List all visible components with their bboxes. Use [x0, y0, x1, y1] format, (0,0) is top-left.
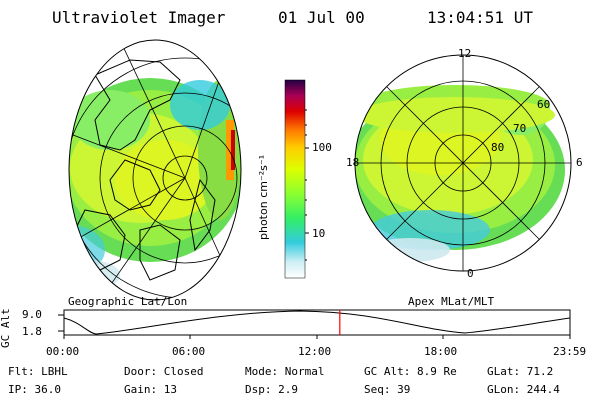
date-label: 01 Jul 00 [278, 8, 365, 27]
right-panel-caption: Apex MLat/MLT [408, 295, 495, 308]
filter-value: Flt: LBHL [8, 365, 68, 378]
mode-value: Mode: Normal [245, 365, 325, 378]
dsp-value: Dsp: 2.9 [245, 383, 298, 396]
altitude-plot-frame [63, 309, 571, 336]
altitude-ytick-high: 9.0 [22, 308, 42, 321]
mlt-label-0: 0 [467, 267, 474, 280]
door-value: Door: Closed [124, 365, 204, 378]
mlt-label-6: 6 [576, 156, 583, 169]
gc-alt-value: GC Alt: 8.9 Re [364, 365, 457, 378]
gain-value: Gain: 13 [124, 383, 177, 396]
mlt-label-12: 12 [458, 47, 472, 60]
time-label: 13:04:51 UT [427, 8, 533, 27]
colorbar-label-100: 100 [312, 141, 332, 154]
left-globe-limb [68, 39, 242, 301]
altitude-curve [63, 310, 571, 335]
seq-value: Seq: 39 [364, 383, 411, 396]
left-panel-caption: Geographic Lat/Lon [68, 295, 188, 308]
altitude-xtick-2359: 23:59 [553, 345, 587, 358]
ip-value: IP: 36.0 [8, 383, 61, 396]
altitude-xtick-0600: 06:00 [172, 345, 206, 358]
glon-value: GLon: 244.4 [487, 383, 560, 396]
colorbar [284, 79, 306, 279]
glat-value: GLat: 71.2 [487, 365, 554, 378]
mlat-label-80: 80 [491, 141, 505, 154]
mlt-label-18: 18 [346, 156, 360, 169]
mlat-label-70: 70 [513, 122, 527, 135]
instrument-title: Ultraviolet Imager [52, 8, 226, 27]
altitude-xtick-0000: 00:00 [46, 345, 80, 358]
polar-diagonal-2 [386, 86, 540, 240]
colorbar-label-10: 10 [312, 227, 326, 240]
colorbar-unit-label: photon cm⁻²s⁻¹ [257, 154, 270, 240]
altitude-ytick-low: 1.8 [22, 325, 42, 338]
mlat-label-60: 60 [537, 98, 551, 111]
altitude-axis-label: GC Alt [0, 308, 12, 348]
altitude-xtick-1800: 18:00 [424, 345, 458, 358]
altitude-xtick-1200: 12:00 [298, 345, 332, 358]
